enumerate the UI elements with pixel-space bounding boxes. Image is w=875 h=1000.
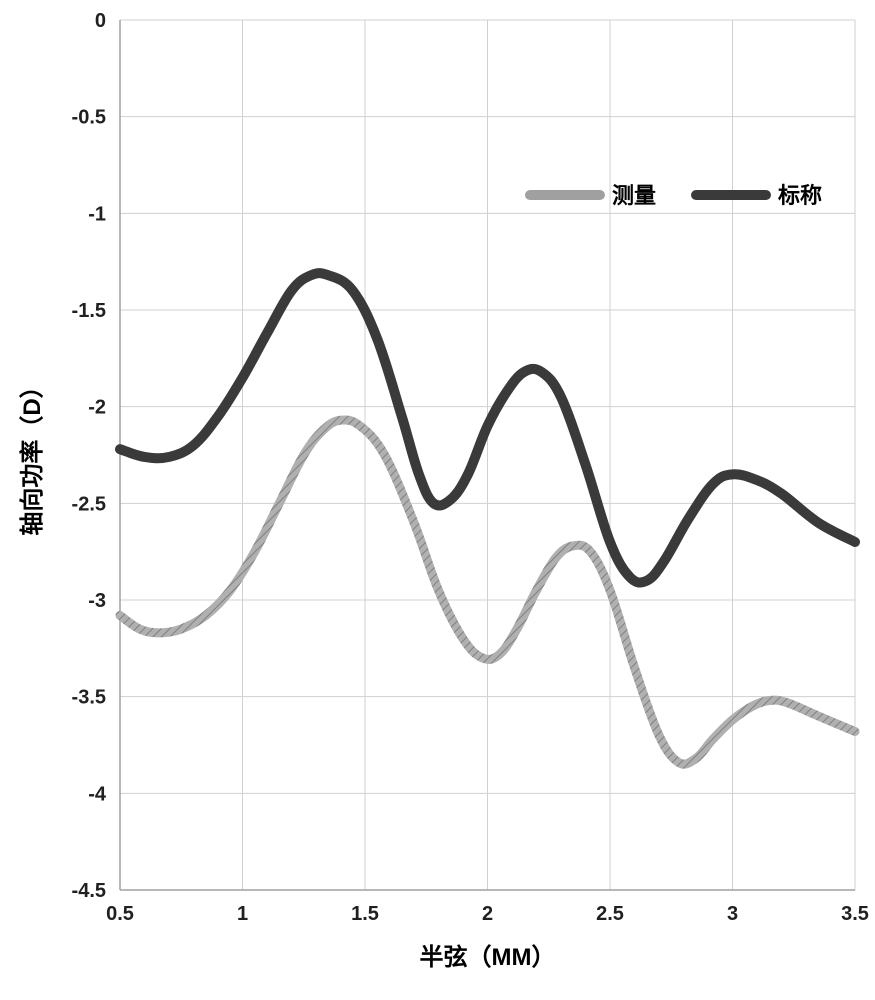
x-tick-label: 0.5 [106,903,134,925]
y-tick-label: -0.5 [72,107,106,129]
y-tick-label: -3.5 [72,687,106,709]
y-tick-label: -3 [88,590,106,612]
chart-container: 0 -0.5 -1 -1.5 -2 -2.5 -3 -3.5 -4 -4.50.5 1 1.5 2 2.5… [0,0,875,1000]
x-tick-label: 3.5 [841,903,869,925]
y-tick-label: -1.5 [72,300,106,322]
x-tick-label: 1.5 [351,903,379,925]
y-tick-label: 0 [95,10,106,32]
y-tick-label: -2.5 [72,493,106,515]
y-axis-title: 轴向功率（D） [18,374,46,535]
legend-label: 标称 [778,183,822,208]
y-tick-label: -4.5 [72,880,106,902]
line-chart: 0 -0.5 -1 -1.5 -2 -2.5 -3 -3.5 -4 -4.50.5 1 1.5 2 2.5… [0,0,875,1000]
y-tick-label: -1 [88,203,106,225]
x-tick-label: 1 [237,903,248,925]
y-tick-label: -2 [88,397,106,419]
x-tick-label: 3 [727,903,738,925]
x-tick-label: 2 [482,903,493,925]
x-axis-title: 半弦（MM） [420,944,556,971]
legend-label: 测量 [612,183,656,208]
y-tick-label: -4 [88,783,107,805]
x-tick-label: 2.5 [596,903,624,925]
